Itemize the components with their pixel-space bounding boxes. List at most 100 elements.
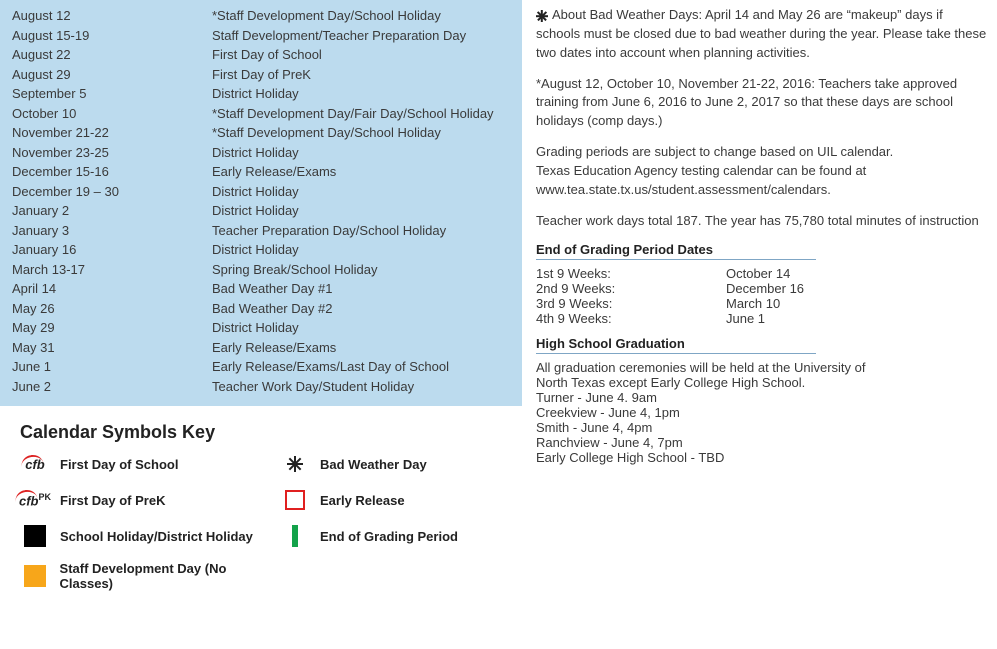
paragraph-line: Texas Education Agency testing calendar …: [536, 162, 987, 181]
graduation-row: Early College High School - TBD: [536, 450, 987, 465]
date-cell: January 3: [12, 221, 212, 241]
key-label: End of Grading Period: [320, 529, 458, 544]
date-cell: October 10: [12, 104, 212, 124]
key-label: Bad Weather Day: [320, 457, 427, 472]
date-cell: August 22: [12, 45, 212, 65]
desc-cell: First Day of School: [212, 45, 514, 65]
orange-square-icon: [24, 565, 46, 587]
date-row: June 1Early Release/Exams/Last Day of Sc…: [0, 357, 522, 377]
key-staff-dev: Staff Development Day (No Classes): [20, 561, 280, 591]
date-cell: January 16: [12, 240, 212, 260]
date-row: December 19 – 30District Holiday: [0, 182, 522, 202]
symbols-key-title: Calendar Symbols Key: [20, 422, 522, 443]
cfb-logo-icon: cfb: [25, 457, 45, 472]
key-label: First Day of PreK: [60, 493, 165, 508]
paragraph-text: About Bad Weather Days: April 14 and May…: [536, 7, 986, 60]
key-bad-weather: Bad Weather Day: [280, 453, 540, 475]
black-square-icon: [24, 525, 46, 547]
key-label: Staff Development Day (No Classes): [60, 561, 280, 591]
desc-cell: Early Release/Exams: [212, 162, 514, 182]
grading-calendar-note: Grading periods are subject to change ba…: [536, 143, 987, 200]
dates-table: August 12*Staff Development Day/School H…: [0, 0, 522, 406]
date-row: November 23-25District Holiday: [0, 143, 522, 163]
date-cell: April 14: [12, 279, 212, 299]
desc-cell: District Holiday: [212, 84, 514, 104]
date-row: November 21-22*Staff Development Day/Sch…: [0, 123, 522, 143]
desc-cell: *Staff Development Day/School Holiday: [212, 123, 514, 143]
grading-period-label: 4th 9 Weeks:: [536, 311, 726, 326]
key-first-day-prek: cfbPK First Day of PreK: [20, 489, 280, 511]
graduation-row: Creekview - June 4, 1pm: [536, 405, 987, 420]
desc-cell: First Day of PreK: [212, 65, 514, 85]
graduation-row: Turner - June 4. 9am: [536, 390, 987, 405]
grading-period-section: End of Grading Period Dates 1st 9 Weeks:…: [536, 242, 987, 326]
date-row: January 16District Holiday: [0, 240, 522, 260]
date-cell: August 15-19: [12, 26, 212, 46]
comp-days-note: *August 12, October 10, November 21-22, …: [536, 75, 987, 132]
date-row: December 15-16Early Release/Exams: [0, 162, 522, 182]
date-row: August 29First Day of PreK: [0, 65, 522, 85]
asterisk-icon: [286, 455, 304, 473]
date-cell: December 15-16: [12, 162, 212, 182]
grading-period-label: 1st 9 Weeks:: [536, 266, 726, 281]
date-row: June 2Teacher Work Day/Student Holiday: [0, 377, 522, 397]
section-title: End of Grading Period Dates: [536, 242, 816, 260]
desc-cell: Bad Weather Day #2: [212, 299, 514, 319]
section-title: High School Graduation: [536, 336, 816, 354]
desc-cell: Teacher Preparation Day/School Holiday: [212, 221, 514, 241]
key-first-day-school: cfb First Day of School: [20, 453, 280, 475]
graduation-row: Ranchview - June 4, 7pm: [536, 435, 987, 450]
date-row: May 29District Holiday: [0, 318, 522, 338]
desc-cell: District Holiday: [212, 182, 514, 202]
date-cell: June 1: [12, 357, 212, 377]
date-cell: November 23-25: [12, 143, 212, 163]
date-cell: December 19 – 30: [12, 182, 212, 202]
paragraph-line: All graduation ceremonies will be held a…: [536, 360, 987, 375]
graduation-section: High School Graduation All graduation ce…: [536, 336, 987, 465]
desc-cell: Spring Break/School Holiday: [212, 260, 514, 280]
date-cell: May 31: [12, 338, 212, 358]
date-row: January 2District Holiday: [0, 201, 522, 221]
date-row: January 3Teacher Preparation Day/School …: [0, 221, 522, 241]
date-row: October 10*Staff Development Day/Fair Da…: [0, 104, 522, 124]
date-row: May 31Early Release/Exams: [0, 338, 522, 358]
date-cell: January 2: [12, 201, 212, 221]
key-label: Early Release: [320, 493, 405, 508]
grading-period-row: 1st 9 Weeks:October 14: [536, 266, 987, 281]
date-cell: August 29: [12, 65, 212, 85]
asterisk-icon: [536, 10, 548, 22]
date-cell: September 5: [12, 84, 212, 104]
key-holiday: School Holiday/District Holiday: [20, 525, 280, 547]
desc-cell: District Holiday: [212, 201, 514, 221]
grading-period-row: 2nd 9 Weeks:December 16: [536, 281, 987, 296]
symbols-key: Calendar Symbols Key cfb First Day of Sc…: [0, 406, 522, 591]
desc-cell: Early Release/Exams/Last Day of School: [212, 357, 514, 377]
teacher-workdays-note: Teacher work days total 187. The year ha…: [536, 212, 987, 231]
grading-period-date: December 16: [726, 281, 804, 296]
cfb-pk-logo-icon: cfbPK: [19, 492, 51, 508]
desc-cell: Bad Weather Day #1: [212, 279, 514, 299]
bad-weather-note: About Bad Weather Days: April 14 and May…: [536, 6, 987, 63]
desc-cell: District Holiday: [212, 240, 514, 260]
key-label: First Day of School: [60, 457, 178, 472]
grading-period-row: 3rd 9 Weeks:March 10: [536, 296, 987, 311]
date-row: August 22First Day of School: [0, 45, 522, 65]
date-cell: August 12: [12, 6, 212, 26]
grading-period-date: June 1: [726, 311, 765, 326]
green-bar-icon: [292, 525, 298, 547]
date-row: April 14Bad Weather Day #1: [0, 279, 522, 299]
date-row: March 13-17Spring Break/School Holiday: [0, 260, 522, 280]
red-square-icon: [285, 490, 305, 510]
paragraph-line: Grading periods are subject to change ba…: [536, 143, 987, 162]
paragraph-line: North Texas except Early College High Sc…: [536, 375, 987, 390]
date-row: August 15-19Staff Development/Teacher Pr…: [0, 26, 522, 46]
grading-period-date: March 10: [726, 296, 780, 311]
date-cell: June 2: [12, 377, 212, 397]
desc-cell: Early Release/Exams: [212, 338, 514, 358]
desc-cell: *Staff Development Day/School Holiday: [212, 6, 514, 26]
date-cell: March 13-17: [12, 260, 212, 280]
key-end-grading: End of Grading Period: [280, 525, 540, 547]
desc-cell: Teacher Work Day/Student Holiday: [212, 377, 514, 397]
desc-cell: Staff Development/Teacher Preparation Da…: [212, 26, 514, 46]
grading-period-row: 4th 9 Weeks:June 1: [536, 311, 987, 326]
